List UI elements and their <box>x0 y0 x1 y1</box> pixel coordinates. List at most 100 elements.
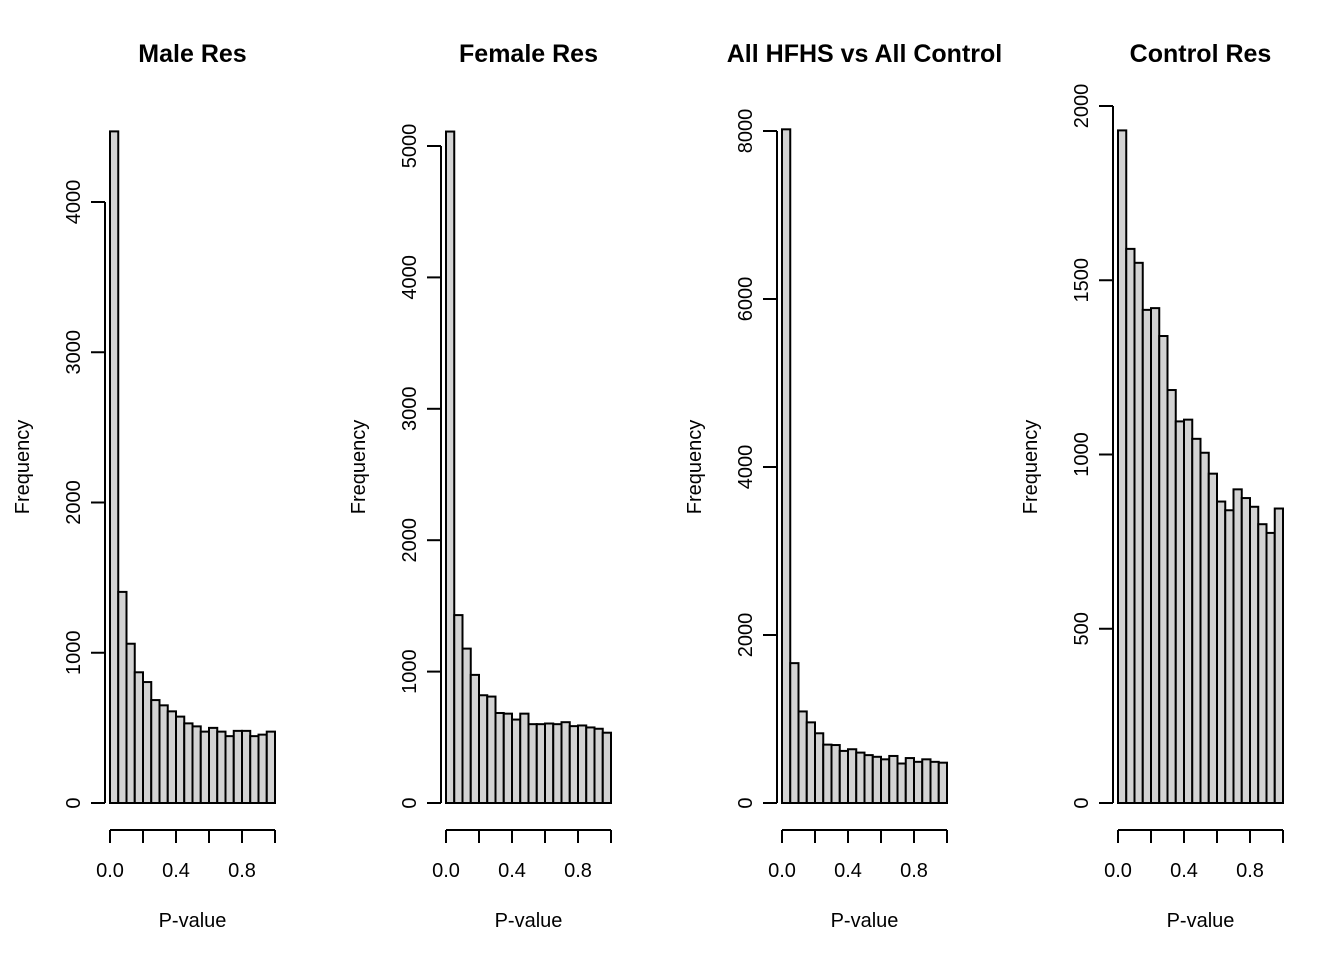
histogram-bar <box>838 749 849 804</box>
histogram-bar <box>511 718 522 804</box>
histogram-bar <box>191 725 202 804</box>
histogram-bar <box>1257 523 1268 804</box>
panel-title: Female Res <box>459 40 598 68</box>
panel-1: Male Res 0 1000 2000 3000 4000 0.0 0.4 0.8 P-valu… <box>12 40 276 932</box>
histogram-bar <box>888 754 899 805</box>
histogram-bar <box>183 722 194 804</box>
histogram-bar <box>224 735 235 804</box>
histogram-bar <box>781 128 792 804</box>
x-tick-label: 0.8 <box>1236 860 1264 882</box>
x-tick-label: 0.8 <box>900 860 928 882</box>
y-tick-label: 8000 <box>735 109 757 154</box>
histogram-bar <box>560 721 571 805</box>
y-tick-label: 6000 <box>735 277 757 322</box>
histogram-bar <box>896 762 907 805</box>
histogram-bar <box>913 760 924 805</box>
histogram-bar <box>1232 488 1243 804</box>
y-tick-label: 2000 <box>399 518 421 563</box>
histogram-bar <box>830 744 841 804</box>
panel-3: All HFHS vs All Control 0 2000 4000 6000 8000… <box>684 40 1002 932</box>
y-tick-label: 1000 <box>63 631 85 676</box>
histogram-bar <box>1216 500 1227 804</box>
histogram-bar <box>814 732 825 805</box>
histogram-bar <box>241 729 252 805</box>
histogram-bar <box>871 755 882 804</box>
y-tick-label: 2000 <box>735 613 757 658</box>
histogram-bar <box>175 715 186 805</box>
histogram-bar <box>494 711 505 805</box>
panel-title: Male Res <box>138 40 246 68</box>
histogram-bar <box>904 757 915 804</box>
y-axis-label: Frequency <box>348 420 370 515</box>
y-tick-label: 500 <box>1071 612 1093 645</box>
histogram-bar <box>937 761 948 804</box>
y-tick-label: 1000 <box>1071 432 1093 477</box>
x-tick-label: 0.8 <box>564 860 592 882</box>
histogram-bar <box>1141 308 1152 804</box>
y-axis-label: Frequency <box>12 420 34 515</box>
histogram-bar <box>453 614 464 805</box>
y-tick-label: 5000 <box>399 124 421 169</box>
y-tick-label: 0 <box>63 797 85 808</box>
x-axis-label: P-value <box>159 910 227 932</box>
y-tick-label: 2000 <box>63 480 85 525</box>
histogram-bar <box>1265 531 1276 804</box>
histogram-bar <box>880 758 891 805</box>
histogram-bar <box>125 642 136 804</box>
histogram-bar <box>1117 129 1128 804</box>
y-tick-label: 3000 <box>63 330 85 375</box>
x-tick-label: 0.0 <box>1104 860 1132 882</box>
histogram-bar <box>257 733 268 804</box>
histogram-bar <box>1207 472 1218 804</box>
histogram-bar <box>601 731 612 804</box>
histogram-bar <box>585 726 596 805</box>
histogram-bar <box>1191 437 1202 804</box>
histogram-bar <box>855 751 866 804</box>
histogram-bar <box>208 726 219 804</box>
histogram-bar <box>502 712 513 805</box>
panel-title: Control Res <box>1130 40 1272 68</box>
histogram-bar <box>1183 418 1194 804</box>
histogram-bar <box>1133 261 1144 804</box>
x-axis-label: P-value <box>495 910 563 932</box>
y-tick-label: 0 <box>735 797 757 808</box>
histogram-bar <box>166 710 177 804</box>
y-tick-label: 4000 <box>63 180 85 225</box>
panel-4: Control Res 0 500 1000 1500 2000 0.0 0.4 0.8 P-va… <box>1020 40 1284 932</box>
x-tick-label: 0.0 <box>96 860 124 882</box>
y-axis-label: Frequency <box>1020 420 1042 515</box>
histogram-bar <box>142 681 153 805</box>
histogram-bar <box>822 743 833 804</box>
histogram-bar <box>797 710 808 804</box>
x-tick-label: 0.8 <box>228 860 256 882</box>
histogram-bar <box>1249 505 1260 804</box>
histogram-bar <box>921 758 932 805</box>
histogram-bar <box>1158 335 1169 804</box>
histogram-bar <box>117 590 128 804</box>
histogram-bar <box>1174 420 1185 804</box>
histogram-bar <box>527 723 538 804</box>
panel-title: All HFHS vs All Control <box>727 40 1002 68</box>
histogram-bar <box>789 662 800 805</box>
histogram-bar <box>158 704 169 805</box>
histogram-bar <box>232 729 243 805</box>
x-tick-label: 0.4 <box>498 860 526 882</box>
y-tick-label: 4000 <box>735 445 757 490</box>
y-tick-label: 1500 <box>1071 258 1093 303</box>
x-axis-label: P-value <box>831 910 899 932</box>
x-axis-label: P-value <box>1167 910 1235 932</box>
x-tick-label: 0.4 <box>162 860 190 882</box>
histogram-bar <box>552 723 563 804</box>
histogram-bar <box>544 722 555 804</box>
y-tick-label: 4000 <box>399 255 421 300</box>
y-tick-label: 2000 <box>1071 84 1093 129</box>
histogram-bar <box>216 730 227 804</box>
histogram-bar <box>1199 451 1210 804</box>
y-axis-label: Frequency <box>684 420 706 515</box>
histogram-bar <box>568 725 579 804</box>
histogram-bar <box>199 730 210 804</box>
histogram-bar <box>133 671 144 804</box>
panel-2: Female Res 0 1000 2000 3000 4000 5000 0.0 0.4 0.8… <box>348 40 612 932</box>
histogram-bar <box>445 130 456 804</box>
